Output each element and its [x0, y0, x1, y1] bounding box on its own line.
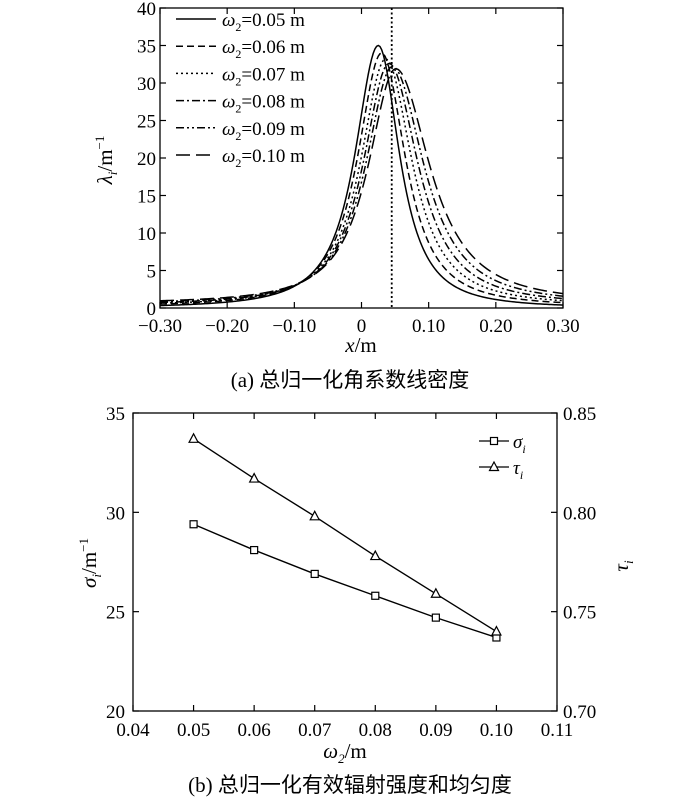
svg-text:σi/m−1: σi/m−1	[76, 538, 104, 588]
x-tick-label: 0.20	[479, 316, 512, 337]
svg-text:λi/m−1: λi/m−1	[92, 136, 120, 186]
y-tick-label-right: 0.85	[563, 404, 596, 425]
x-tick-label: −0.30	[138, 316, 182, 337]
y-tick-label: 40	[137, 0, 156, 20]
legend-label: ω2=0.06 m	[222, 37, 305, 61]
x-tick-label: 0.07	[298, 720, 331, 741]
data-point-square	[189, 520, 198, 529]
data-point-square	[310, 569, 319, 579]
series-line	[159, 58, 564, 304]
chart-a-curves	[159, 44, 564, 307]
series-line	[159, 65, 564, 303]
chart-b-xlabel: ω2/m	[323, 739, 367, 766]
x-tick-label: 0.04	[116, 720, 150, 741]
series-line	[193, 438, 497, 633]
legend-label: ω2=0.08 m	[222, 92, 305, 116]
y-tick-label-left: 30	[106, 503, 125, 524]
y-tick-label-left: 20	[106, 702, 125, 723]
y-tick-label: 0	[147, 299, 157, 320]
y-tick-label-left: 35	[106, 404, 125, 425]
x-tick-label: −0.20	[205, 316, 249, 337]
x-tick-label: 0.05	[177, 720, 210, 741]
legend-label: ω2=0.09 m	[222, 119, 305, 143]
y-tick-label-left: 25	[106, 603, 125, 624]
legend-marker-square	[489, 436, 499, 446]
legend-label: ω2=0.05 m	[222, 10, 305, 34]
chart-a: −0.30 −0.20 −0.10 0 0.10 0.20 0.30 0 5 10 15 20 25 30…	[92, 0, 580, 392]
chart-b-series	[188, 432, 502, 642]
legend-label: τi	[513, 458, 523, 482]
legend-label: σi	[513, 432, 526, 456]
chart-b-ylabel-right: τi	[609, 560, 636, 572]
data-point-square	[250, 545, 259, 555]
data-point-triangle	[490, 625, 502, 636]
series-line	[159, 52, 564, 305]
series-line	[159, 62, 564, 304]
x-tick-label: 0.10	[480, 720, 513, 741]
x-tick-label: 0.11	[541, 720, 574, 741]
data-point-square	[371, 591, 380, 600]
data-point-triangle	[188, 432, 200, 443]
data-point-triangle	[309, 510, 321, 521]
chart-b-ylabel-left: σi/m−1	[76, 538, 104, 588]
chart-a-caption: (a) 总归一化角系数线密度	[231, 368, 470, 392]
chart-b-caption: (b) 总归一化有效辐射强度和均匀度	[188, 773, 512, 797]
x-tick-label: −0.10	[272, 316, 316, 337]
x-tick-label: 0.10	[412, 316, 445, 337]
chart-b-plot-frame	[132, 412, 558, 712]
series-line	[193, 523, 497, 639]
chart-a-xlabel: x/m	[344, 333, 377, 357]
y-tick-label: 20	[137, 149, 156, 170]
legend-marker-triangle	[488, 460, 500, 472]
data-point-square	[431, 613, 440, 622]
y-tick-label-right: 0.75	[563, 603, 596, 624]
series-line	[159, 44, 564, 307]
x-tick-label: 0.06	[238, 720, 271, 741]
y-tick-label: 15	[137, 187, 156, 208]
x-tick-label: 0.30	[546, 316, 579, 337]
data-point-triangle	[369, 549, 381, 561]
x-tick-label: 0.09	[419, 720, 452, 741]
chart-a-legend: ω2=0.05 m ω2=0.06 m ω2=0.07 m ω2=0.08 m ω2=0…	[176, 10, 305, 170]
chart-b: 0.04 0.05 0.06 0.07 0.08 0.09 0.10 0.11 20 25 30 35…	[76, 404, 636, 797]
series-line	[159, 68, 564, 302]
y-tick-label: 10	[137, 224, 156, 245]
chart-a-ylabel: λi/m−1	[92, 136, 120, 186]
y-tick-label: 25	[137, 112, 156, 133]
data-point-triangle	[248, 472, 260, 483]
y-tick-label: 5	[147, 262, 157, 283]
y-tick-label-right: 0.80	[563, 503, 596, 524]
x-tick-label: 0.08	[359, 720, 392, 741]
data-point-triangle	[430, 587, 442, 598]
chart-b-ticks: 0.04 0.05 0.06 0.07 0.08 0.09 0.10 0.11 20 25 30 35…	[106, 404, 596, 741]
y-tick-label: 35	[137, 37, 156, 58]
chart-a-ticks: −0.30 −0.20 −0.10 0 0.10 0.20 0.30 0 5 10 15 20 25 30…	[137, 0, 580, 337]
y-tick-label-right: 0.70	[563, 702, 596, 723]
legend-label: ω2=0.07 m	[222, 64, 305, 88]
svg-text:τi: τi	[609, 560, 636, 572]
legend-label: ω2=0.10 m	[222, 146, 305, 170]
y-tick-label: 30	[137, 74, 156, 95]
x-tick-label: 0	[357, 316, 367, 337]
